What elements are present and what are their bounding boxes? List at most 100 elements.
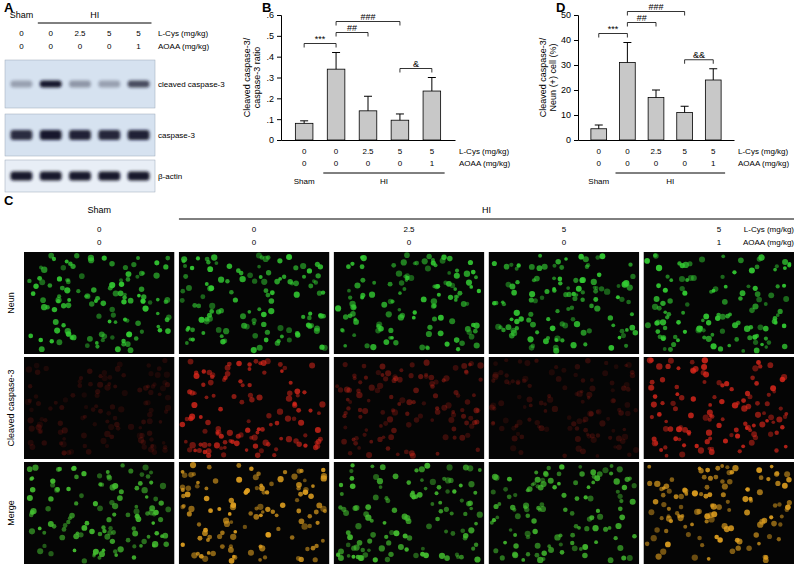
cell-dot (446, 464, 452, 470)
cell-dot (346, 406, 350, 410)
cell-dot (468, 501, 473, 506)
cell-dot (570, 533, 575, 538)
cell-dot (706, 320, 711, 325)
cell-dot (777, 537, 781, 541)
cell-dot (236, 434, 241, 439)
cell-dot (81, 525, 87, 531)
cell-dot (125, 318, 129, 322)
blot-band (69, 81, 91, 88)
cell-dot (504, 358, 508, 362)
cell-dot (543, 402, 547, 406)
micrograph (334, 462, 484, 564)
cell-dot (453, 365, 459, 371)
cell-dot (546, 466, 550, 470)
cell-dot (580, 390, 584, 394)
cell-dot (393, 530, 399, 536)
treatment-value: 0 (19, 29, 24, 38)
cell-dot (606, 417, 610, 421)
cell-dot (777, 502, 781, 506)
cell-dot (148, 300, 153, 305)
cell-dot (352, 333, 356, 337)
cell-dot (767, 393, 771, 397)
cell-dot (444, 530, 448, 534)
y-tick: 50 (561, 10, 578, 20)
cell-dot (219, 446, 223, 450)
cell-dot (583, 342, 587, 346)
cell-dot (62, 437, 66, 441)
significance-label: ## (637, 13, 647, 23)
cell-dot (258, 558, 262, 562)
cell-dot (275, 513, 279, 517)
cell-dot (511, 426, 516, 431)
cell-dot (247, 383, 251, 387)
cell-dot (101, 301, 107, 307)
cell-dot (347, 534, 353, 540)
y-tick-label: 30 (561, 60, 571, 70)
cell-dot (510, 445, 516, 451)
cell-dot (291, 473, 297, 479)
cell-dot (736, 545, 741, 550)
cell-dot (503, 541, 507, 545)
cell-dot (28, 334, 33, 339)
cell-dot (617, 284, 621, 288)
cell-dot (66, 303, 72, 309)
cell-dot (42, 531, 46, 535)
cell-dot (623, 280, 629, 286)
cell-dot (574, 321, 580, 327)
cell-dot (162, 533, 168, 539)
cell-dot (591, 481, 595, 485)
cell-dot (143, 464, 149, 470)
cell-dot (162, 441, 166, 445)
cell-dot (617, 408, 621, 412)
cell-dot (132, 531, 138, 537)
cell-dot (681, 311, 685, 315)
cell-dot (308, 409, 312, 413)
cell-dot (200, 294, 205, 299)
cell-dot (361, 548, 365, 552)
cell-dot (233, 530, 237, 534)
cell-dot (645, 322, 651, 328)
cell-dot (532, 278, 536, 282)
cell-dot (225, 365, 231, 371)
cell-dot (104, 431, 110, 437)
micrograph-background (334, 357, 484, 459)
cell-dot (516, 432, 520, 436)
cell-dot (773, 268, 777, 272)
cell-dot (266, 532, 271, 537)
treatment-value: 1 (711, 159, 716, 168)
cell-dot (619, 499, 623, 503)
cell-dot (690, 368, 696, 374)
cell-dot (626, 387, 631, 392)
cell-dot (316, 503, 322, 509)
cell-dot (134, 505, 138, 509)
cell-dot (534, 471, 538, 475)
cell-dot (196, 552, 200, 556)
cell-dot (220, 544, 225, 549)
cell-dot (420, 552, 425, 557)
cell-dot (625, 328, 629, 332)
cell-dot (321, 468, 326, 473)
cell-dot (654, 527, 659, 532)
cell-dot (579, 547, 583, 551)
cell-dot (313, 557, 318, 562)
cell-dot (474, 275, 478, 279)
cell-dot (388, 282, 393, 287)
cell-dot (477, 289, 481, 293)
cell-dot (205, 395, 209, 399)
cell-dot (738, 296, 743, 301)
cell-dot (79, 493, 84, 498)
cell-dot (217, 534, 222, 539)
cell-dot (265, 507, 270, 512)
cell-dot (716, 504, 722, 510)
treatment-value: 2.5 (74, 29, 86, 38)
cell-dot (421, 296, 427, 302)
cell-dot (29, 528, 35, 534)
cell-dot (211, 254, 217, 260)
cell-dot (151, 384, 156, 389)
cell-dot (139, 472, 144, 477)
cell-dot (564, 257, 568, 261)
cell-dot (348, 295, 352, 299)
cell-dot (469, 424, 474, 429)
cell-dot (597, 514, 603, 520)
cell-dot (774, 471, 779, 476)
